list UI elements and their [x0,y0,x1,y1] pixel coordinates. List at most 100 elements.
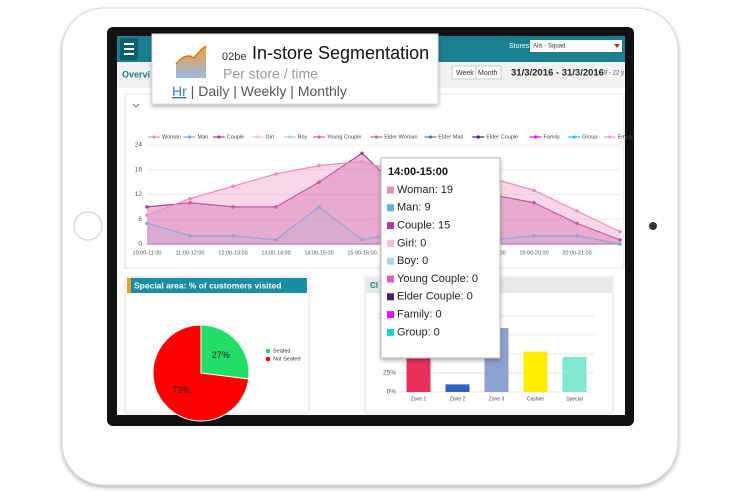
tooltip-swatch [387,257,394,265]
point [360,151,364,156]
link[interactable]: Daily [198,83,229,99]
point [274,172,278,176]
legend-label: Elder Couple [486,134,518,140]
legend-marker [317,135,321,139]
y-tick-label: 18 [135,166,143,173]
tooltip: 14:00-15:00 Woman: 19 Man: 9 Couple: 15 Girl… [380,157,501,359]
x-tick-label: Cashier [527,396,545,402]
point [274,205,278,209]
separator: | [290,83,294,99]
panel-title: Cl [370,281,378,290]
tooltip-item: Woman: 19 [397,184,453,196]
point [188,233,192,238]
legend-marker [533,135,538,139]
x-tick-label: Zone 2 [450,396,466,402]
point [575,221,579,226]
link[interactable]: Hr [172,83,187,99]
legend-marker [374,135,378,139]
bar [445,384,470,392]
x-tick-label: 19:00-20:00 [519,250,548,256]
select-arrow [614,44,620,48]
legend-label: Elder Man [438,134,463,140]
tooltip-item: Group: 0 [397,326,440,338]
point [231,205,235,209]
popup-links: Hr | Daily | Weekly | Monthly [172,83,347,99]
tooltip-swatch [387,239,394,247]
x-tick-label: 15:00-16:00 [347,250,376,256]
legend-label: Empty [618,134,634,140]
collapse-icon[interactable] [132,103,140,108]
point [618,238,622,242]
y-tick-label: 0 [138,241,142,248]
legend-marker [608,135,612,139]
date-range[interactable]: 31/3/2016 - 31/3/2016 [511,68,604,79]
x-tick-label: 13:00-14:00 [261,250,290,256]
hours: 9 - 22 [604,71,620,77]
period-button[interactable] [475,65,502,80]
y-tick-label: 12 [135,191,143,198]
legend-label: Boy [298,134,308,140]
stores-value: Alls - Squad [533,44,565,50]
point [231,184,235,189]
separator: | [233,83,237,99]
x-tick-label: 14:00-15:00 [304,250,333,256]
legend-marker [428,135,432,139]
bar [523,351,548,392]
popup-code: 02be [222,51,246,63]
area-panel [124,93,625,269]
point [618,242,622,246]
point [188,196,192,201]
point [618,229,622,234]
menu-icon [124,43,134,55]
popup-subtitle: Per store / time [223,66,318,82]
legend-marker [476,135,480,139]
tooltip-item: Elder Couple: 0 [397,291,473,303]
tooltip-swatch [387,186,394,194]
legend-label: Family [544,134,560,140]
legend-label: Woman [162,134,181,140]
legend-marker [255,135,259,139]
point [532,233,536,238]
legend-label: Seated [273,348,290,354]
x-tick-label: 20:00-21:00 [562,250,591,256]
tooltip-swatch [387,293,394,301]
pie-slice [200,324,250,380]
legend-marker [187,135,192,139]
x-tick-label: Zone 3 [489,396,505,402]
point [188,200,192,205]
tooltip-swatch [387,311,394,319]
x-tick-label: 12:00-13:00 [218,250,247,256]
tooltip-title: 14:00-15:00 [388,166,448,178]
popup-icon-line [175,45,207,65]
point [532,188,536,193]
tooltip-swatch [387,222,394,230]
stores-select[interactable] [530,40,622,52]
link[interactable]: Weekly [241,83,287,99]
point [575,209,579,213]
point [317,180,321,184]
tooltip-item: Man: 9 [397,202,431,214]
stores-label: Stores [509,43,530,50]
x-tick-label: Zone 1 [411,396,427,402]
hours-extra: y [621,71,624,77]
tooltip-item: Girl: 0 [397,237,426,249]
camera [649,222,657,230]
legend-marker [217,135,221,139]
legend-label: Elder Woman [384,134,417,140]
pie-header-accent [127,278,131,293]
tooltip-item: Boy: 0 [397,255,428,267]
x-tick-label: Special [566,396,582,402]
link[interactable]: Monthly [298,83,347,99]
tooltip-box [380,157,501,359]
popup-title: In-store Segmentation [252,43,429,63]
legend-label: Man [198,134,209,140]
tooltip-swatch [387,275,394,283]
tab[interactable]: Overvi [122,69,150,79]
panel-title: Special area: % of customers visited [134,280,281,290]
point [145,205,149,209]
legend-label: Group [582,134,597,140]
home-button[interactable] [73,211,103,241]
y-tick-label: 25% [383,370,396,377]
